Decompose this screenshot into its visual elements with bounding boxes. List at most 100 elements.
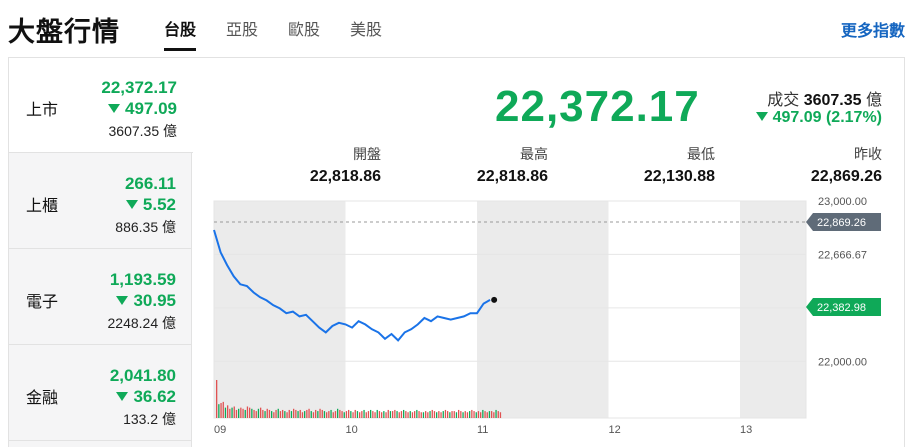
tab-asia[interactable]: 亞股 <box>226 22 259 39</box>
volume-bar <box>315 409 317 418</box>
volume-bar <box>418 411 420 418</box>
trade-volume: 成交 3607.35 億 <box>767 92 882 109</box>
volume-bar <box>293 408 295 418</box>
volume-bar <box>334 411 337 418</box>
volume-bar <box>455 412 458 418</box>
volume-bar <box>495 409 497 418</box>
volume-bar <box>218 404 220 418</box>
volume-bar <box>378 411 381 418</box>
volume-bar <box>233 406 235 418</box>
stat-high: 最高 22,818.86 <box>476 146 548 185</box>
volume-bar <box>273 412 275 418</box>
volume-bar <box>251 408 253 418</box>
down-triangle-icon <box>108 104 120 113</box>
volume-bar <box>290 411 293 418</box>
stat-low: 最低 22,130.88 <box>643 146 715 185</box>
volume-bar <box>420 412 422 418</box>
index-change: 497.09 (2.17%) <box>755 109 882 127</box>
volume-bar <box>381 412 383 418</box>
x-tick-label: 13 <box>740 424 752 436</box>
volume-bar <box>284 411 286 418</box>
volume-bar <box>376 409 378 418</box>
down-triangle-icon <box>116 392 129 401</box>
volume-bar <box>477 411 480 418</box>
tab-europe[interactable]: 歐股 <box>288 22 321 39</box>
volume-bar <box>348 409 350 418</box>
down-triangle-icon <box>116 296 129 305</box>
volume-bar <box>440 412 442 418</box>
volume-bar <box>488 411 491 418</box>
x-tick-label: 09 <box>214 424 226 436</box>
sidebar-item-change: 30.95 <box>116 291 176 311</box>
y-tick-label: 23,000.00 <box>818 196 867 208</box>
volume-bar <box>238 408 240 418</box>
volume-bar <box>317 411 319 418</box>
volume-bar <box>436 412 438 418</box>
volume-bar <box>363 409 365 418</box>
sidebar-item-volume: 886.35 億 <box>115 219 176 235</box>
volume-bar <box>304 411 306 418</box>
x-tick-label: 11 <box>477 424 488 436</box>
sidebar-item-electronics[interactable]: 電子 1,193.59 30.95 2248.24 億 <box>9 250 192 345</box>
sidebar-item-finance[interactable]: 金融 2,041.80 36.62 133.2 億 <box>9 346 192 441</box>
volume-bar <box>286 412 288 418</box>
volume-bar <box>416 409 418 418</box>
volume-bar <box>387 409 389 418</box>
volume-bar <box>367 411 370 418</box>
sidebar-item-listed[interactable]: 上市 22,372.17 497.09 3607.35 億 <box>9 58 193 153</box>
volume-bar <box>356 411 359 418</box>
volume-bar <box>462 412 464 418</box>
volume-bar <box>365 412 367 418</box>
volume-bar <box>427 412 429 418</box>
volume-bar <box>447 411 449 418</box>
index-price: 22,372.17 <box>495 82 700 131</box>
volume-bar <box>396 411 398 418</box>
tab-taiwan[interactable]: 台股 <box>164 16 197 51</box>
volume-bar <box>326 412 328 418</box>
page-title: 大盤行情 <box>8 17 120 47</box>
volume-bar <box>374 412 376 418</box>
sidebar-item-otc[interactable]: 上櫃 266.11 5.52 886.35 億 <box>9 154 192 249</box>
volume-bar <box>321 409 323 418</box>
sidebar-item-price: 1,193.59 <box>109 270 176 289</box>
more-indices-link[interactable]: 更多指數 <box>840 23 905 40</box>
volume-bar <box>242 408 244 418</box>
volume-bar <box>222 401 224 418</box>
volume-bar <box>301 412 304 418</box>
volume-bar <box>484 411 486 418</box>
volume-bar <box>359 412 361 418</box>
volume-bar <box>235 409 238 418</box>
tab-us[interactable]: 美股 <box>350 22 383 39</box>
volume-bar <box>422 412 425 418</box>
volume-bar <box>299 409 301 418</box>
volume-bar <box>383 411 385 418</box>
sidebar-item-change: 36.62 <box>116 387 176 407</box>
volume-bar <box>370 409 372 418</box>
down-triangle-icon <box>125 200 138 209</box>
volume-bar <box>240 407 242 418</box>
volume-bar <box>438 411 440 418</box>
volume-bar <box>389 411 392 418</box>
volume-bar <box>354 409 356 418</box>
volume-bar <box>471 409 473 418</box>
volume-bar <box>277 408 279 418</box>
last-point <box>491 296 498 303</box>
sidebar-item-change: 5.52 <box>125 195 176 215</box>
volume-bar <box>482 409 484 418</box>
volume-bar <box>288 409 290 418</box>
volume-bar <box>453 411 455 418</box>
volume-bar <box>499 412 502 418</box>
volume-bar <box>407 412 409 418</box>
volume-bar <box>308 408 310 418</box>
volume-bar <box>319 408 321 418</box>
sidebar-item-price: 266.11 <box>124 174 176 193</box>
price-line <box>213 229 491 342</box>
volume-bar <box>433 411 436 418</box>
volume-bar <box>343 412 345 418</box>
market-tabs: 台股 亞股 歐股 美股 <box>164 16 412 51</box>
volume-bar <box>425 411 427 418</box>
volume-bar <box>257 408 260 418</box>
volume-bar <box>460 411 462 418</box>
volume-bar <box>246 406 249 418</box>
